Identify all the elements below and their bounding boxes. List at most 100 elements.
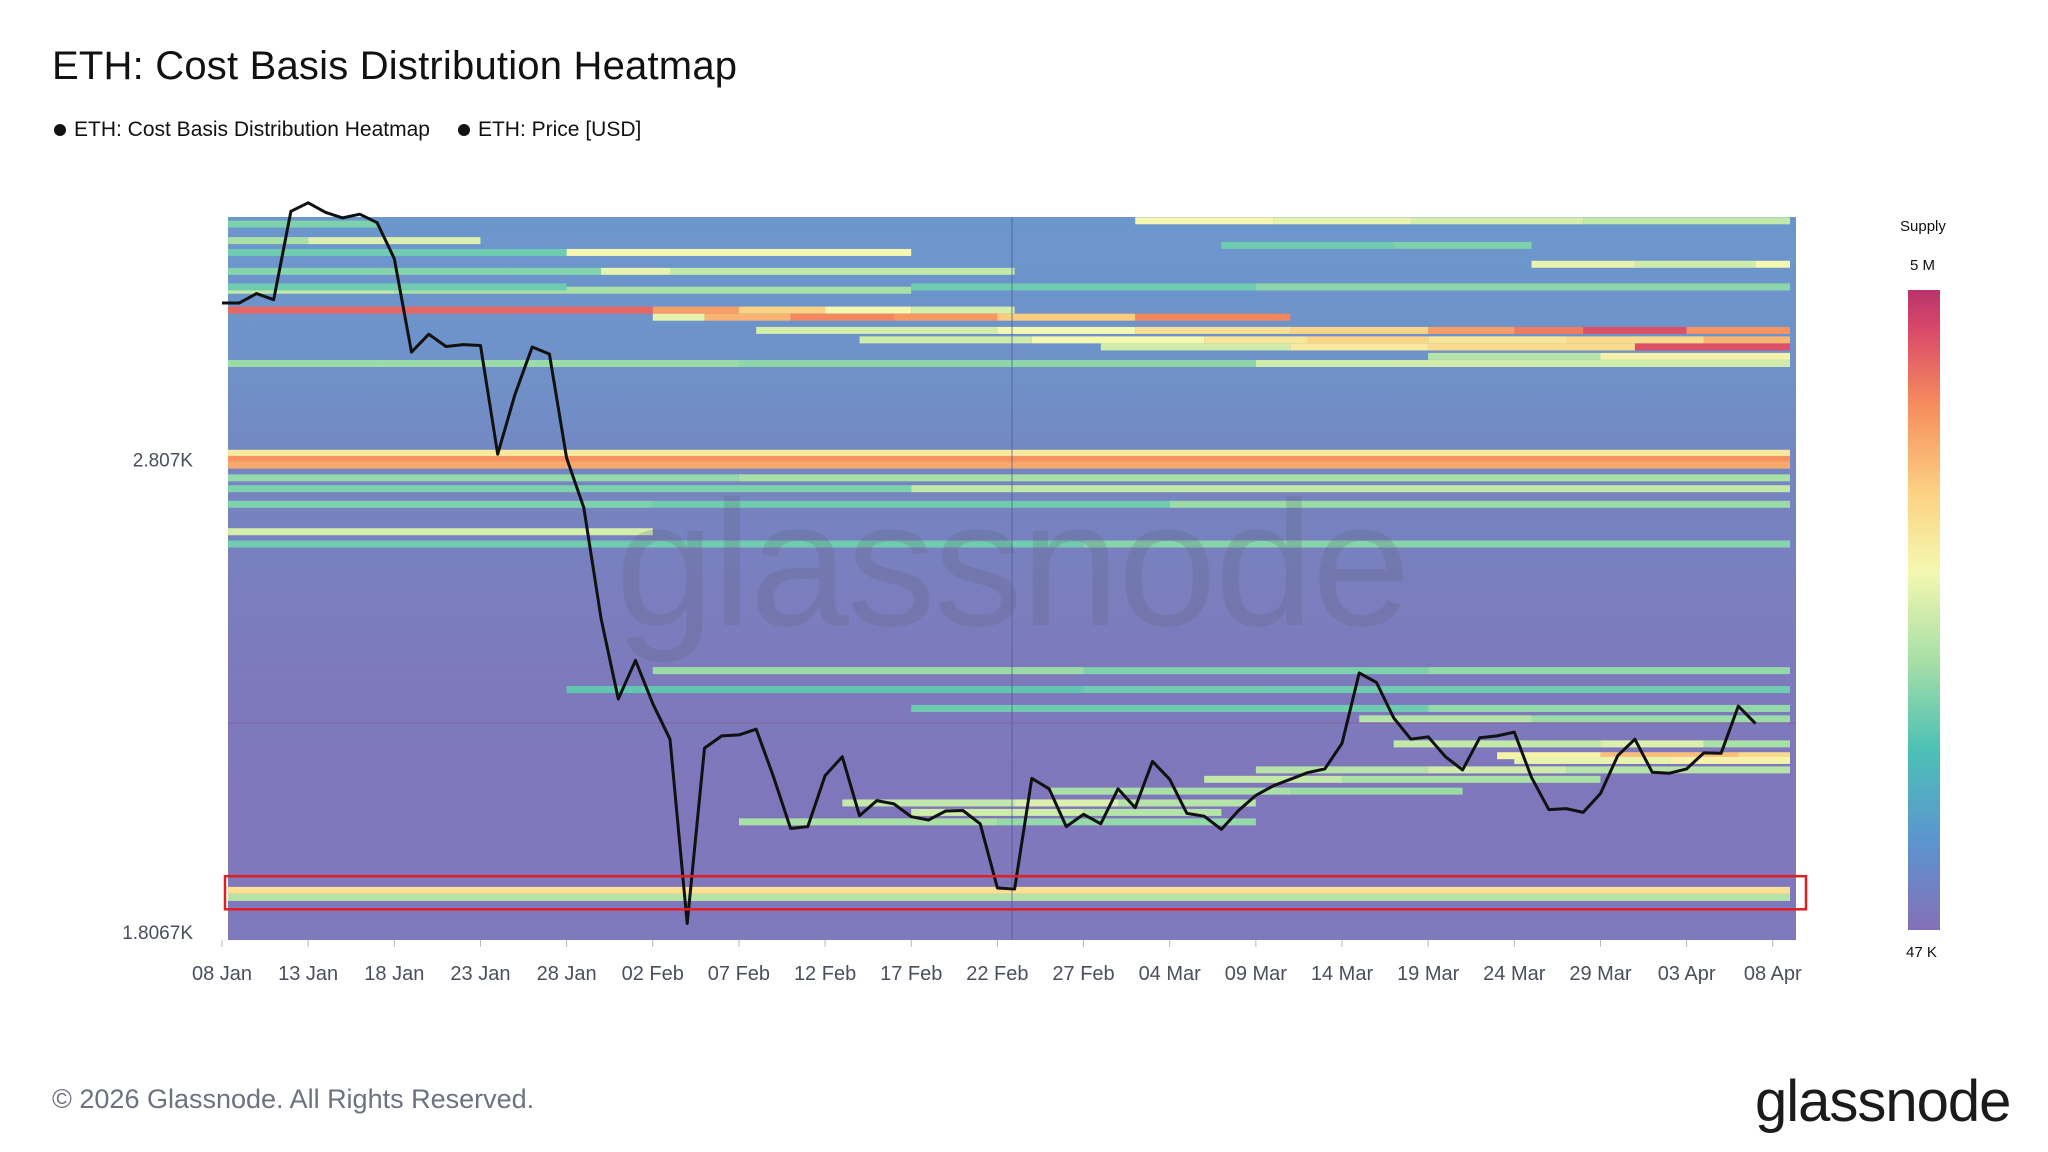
x-tick-label: 08 Jan	[192, 963, 252, 985]
heatmap-cell-band-aa	[566, 686, 1084, 694]
x-axis: 08 Jan 13 Jan 18 Jan 23 Jan 28 Jan 02 Feb 07 F…	[192, 940, 1802, 985]
heatmap-cell-band-c	[228, 267, 602, 275]
heatmap-cell-band-af	[1514, 756, 1670, 764]
heatmap-cell-band-ai	[1290, 787, 1463, 795]
x-tick-label: 28 Jan	[537, 963, 597, 985]
heatmap-cell-band-i	[1031, 336, 1205, 344]
heatmap-cell-band-i	[1566, 336, 1704, 344]
heatmap-cell-band-al	[997, 818, 1256, 826]
heatmap-cell-band-g	[1135, 313, 1291, 321]
x-tick-label: 29 Mar	[1569, 963, 1632, 985]
heatmap-cell-band-z	[1428, 667, 1790, 675]
heatmap-cell-band-b	[228, 248, 567, 256]
legend-label-price: ETH: Price [USD]	[477, 118, 642, 141]
x-tick-label: 22 Feb	[966, 963, 1028, 985]
heatmap-cell-band-ab	[1428, 704, 1790, 712]
heatmap-cell-band-t	[228, 461, 1790, 469]
heatmap-cell-band-u	[228, 474, 739, 482]
heatmap-cell-band-h	[1686, 326, 1790, 334]
heatmap-cell-band-i	[1307, 336, 1429, 344]
heatmap-cell-band-h	[1514, 326, 1584, 334]
heatmap-cell-band-f	[738, 306, 826, 314]
heatmap-cell-band-z	[652, 667, 1084, 675]
heatmap-cell-band-ah	[1342, 775, 1601, 783]
chart-title: ETH: Cost Basis Distribution Heatmap	[52, 44, 738, 88]
heatmap-cell-band-z	[1083, 667, 1429, 675]
heatmap-bands	[228, 203, 1790, 901]
heatmap-cell-band-h	[1135, 326, 1291, 334]
heatmap-cell-band-i	[1204, 336, 1308, 344]
heatmap-cell-band-m	[980, 203, 1101, 210]
heatmap-cell-band-h	[1290, 326, 1429, 334]
glassnode-logo: glassnode	[1755, 1069, 2011, 1134]
heatmap-cell-band-r	[228, 449, 1790, 457]
chart-legend: ETH: Cost Basis Distribution Heatmap ETH…	[54, 118, 641, 142]
heatmap-cell-band-p	[1755, 260, 1790, 268]
heatmap-cell-band-u	[738, 474, 1790, 482]
heatmap-cell-band-ad	[1703, 740, 1790, 748]
heatmap-cell-band-j	[1428, 343, 1635, 351]
heatmap-cell-band-n	[1135, 217, 1274, 225]
heatmap-cell-band-ae	[1497, 752, 1601, 760]
heatmap-cell-band-y	[228, 540, 1084, 548]
heatmap-cell-band-g	[894, 313, 998, 321]
heatmap-cell-band-p	[1531, 260, 1635, 268]
heatmap-cell-band-ae	[1738, 752, 1790, 760]
x-tick-label: 27 Feb	[1052, 963, 1114, 985]
heatmap-cell-band-aj	[1118, 799, 1256, 807]
heatmap-cell-band-h	[756, 326, 998, 334]
watermark-text: glassnode	[615, 464, 1409, 663]
heatmap-cell-band-q	[228, 283, 567, 291]
x-tick-label: 03 Apr	[1658, 963, 1716, 985]
heatmap-cell-band-s	[228, 455, 1790, 463]
heatmap-cell-band-f	[652, 306, 739, 314]
heatmap-cell-band-j	[1100, 343, 1291, 351]
legend-dot-icon	[54, 124, 66, 136]
heatmap-cell-band-q	[911, 283, 1256, 291]
heatmap-cell-band-w	[652, 500, 1170, 508]
x-tick-label: 14 Mar	[1311, 963, 1374, 985]
price-line[interactable]	[222, 201, 1757, 925]
heatmap-cell-band-g	[652, 313, 705, 321]
heatmap-cell-band-ae	[1600, 752, 1739, 760]
legend-dot-icon	[457, 124, 470, 136]
y-axis: 2.807K 1.8067K	[122, 450, 193, 944]
x-tick-label: 04 Mar	[1139, 963, 1202, 985]
x-tick-label: 09 Mar	[1225, 963, 1288, 985]
heatmap-cell-band-an	[228, 893, 1790, 901]
heatmap-cell-band-l	[738, 359, 1256, 367]
heatmap-cell-band-h	[1428, 326, 1515, 334]
copyright-text: © 2026 Glassnode. All Rights Reserved.	[52, 1084, 535, 1114]
heatmap-cell-band-ak	[911, 808, 1084, 816]
heatmap-cell-band-ad	[1600, 740, 1704, 748]
heatmap-cell-band-aa	[1083, 686, 1790, 694]
heatmap-cell-band-ag	[1428, 766, 1566, 774]
x-tick-label: 13 Jan	[278, 963, 338, 985]
legend-item-price[interactable]: ETH: Price [USD]	[457, 118, 642, 142]
heatmap-cell-band-d	[228, 237, 309, 245]
heatmap-cell-band-ac	[1531, 715, 1790, 723]
heatmap-cell-band-l	[228, 359, 739, 367]
x-tick-label: 07 Feb	[708, 963, 770, 985]
heatmap-cell-band-x	[228, 528, 653, 536]
heatmap-cell-band-aj	[1014, 799, 1118, 807]
x-tick-label: 18 Jan	[364, 963, 424, 985]
x-tick-label: 19 Mar	[1397, 963, 1460, 985]
heatmap-cell-band-i	[1428, 336, 1566, 344]
x-tick-label: 12 Feb	[794, 963, 856, 985]
heatmap-cell-band-c	[601, 267, 670, 275]
x-tick-label: 24 Mar	[1483, 963, 1546, 985]
heatmap-cell-band-f	[825, 306, 912, 314]
heatmap-cell-band-l	[1255, 359, 1790, 367]
heatmap-cell-band-al	[738, 818, 998, 826]
heatmap-cell-band-v	[228, 485, 912, 493]
heatmap-cell-band-ak	[1083, 808, 1222, 816]
heatmap-cell-band-ad	[1393, 740, 1601, 748]
x-tick-label: 02 Feb	[622, 963, 684, 985]
heatmap-cell-band-g	[997, 313, 1136, 321]
legend-item-heatmap[interactable]: ETH: Cost Basis Distribution Heatmap	[54, 118, 430, 142]
heatmap-cell-band-v	[911, 485, 1790, 493]
heatmap-cell-band-n	[1583, 217, 1790, 225]
heatmap-cell-band-j	[1634, 343, 1790, 351]
